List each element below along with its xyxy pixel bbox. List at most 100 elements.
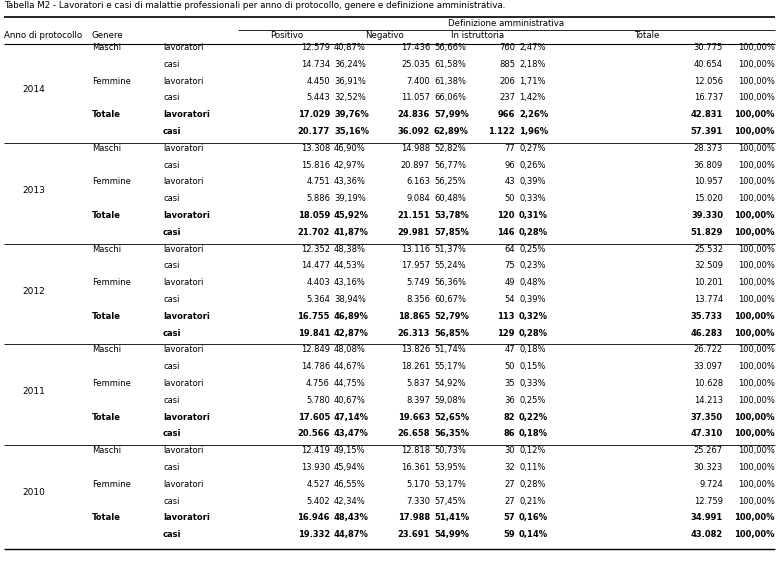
- Text: 2013: 2013: [22, 186, 45, 195]
- Text: 66,06%: 66,06%: [434, 93, 466, 103]
- Text: 0,48%: 0,48%: [519, 278, 545, 287]
- Text: 36: 36: [505, 396, 515, 405]
- Text: 40,87%: 40,87%: [334, 43, 366, 52]
- Text: 13.308: 13.308: [301, 144, 330, 153]
- Text: Genere: Genere: [92, 31, 123, 40]
- Text: 4.527: 4.527: [306, 480, 330, 489]
- Text: 42,34%: 42,34%: [334, 496, 366, 506]
- Text: 12.818: 12.818: [401, 446, 430, 455]
- Text: 53,78%: 53,78%: [434, 211, 469, 220]
- Text: 40,67%: 40,67%: [334, 396, 366, 405]
- Text: 53,17%: 53,17%: [434, 480, 466, 489]
- Text: 18.261: 18.261: [401, 362, 430, 371]
- Text: 24.836: 24.836: [398, 110, 430, 119]
- Text: 15.020: 15.020: [694, 194, 723, 203]
- Text: 45,92%: 45,92%: [334, 211, 369, 220]
- Text: lavoratori: lavoratori: [163, 413, 210, 421]
- Text: 100,00%: 100,00%: [738, 93, 775, 103]
- Text: 4.450: 4.450: [306, 77, 330, 86]
- Text: 100,00%: 100,00%: [738, 463, 775, 472]
- Text: 100,00%: 100,00%: [738, 60, 775, 69]
- Text: 44,53%: 44,53%: [334, 261, 366, 270]
- Text: 33.097: 33.097: [694, 362, 723, 371]
- Text: 206: 206: [499, 77, 515, 86]
- Text: 46,55%: 46,55%: [334, 480, 366, 489]
- Text: Totale: Totale: [92, 312, 121, 321]
- Text: 57,45%: 57,45%: [434, 496, 465, 506]
- Text: 56,35%: 56,35%: [434, 430, 469, 438]
- Text: 100,00%: 100,00%: [734, 312, 775, 321]
- Text: 57,85%: 57,85%: [434, 228, 469, 237]
- Text: 0,11%: 0,11%: [519, 463, 545, 472]
- Text: 0,32%: 0,32%: [519, 312, 548, 321]
- Text: 61,38%: 61,38%: [434, 77, 466, 86]
- Text: 0,18%: 0,18%: [519, 345, 545, 355]
- Text: lavoratori: lavoratori: [163, 379, 204, 388]
- Text: 100,00%: 100,00%: [738, 446, 775, 455]
- Text: 56,85%: 56,85%: [434, 329, 469, 338]
- Text: 60,67%: 60,67%: [434, 295, 466, 304]
- Text: 23.691: 23.691: [398, 530, 430, 539]
- Text: 760: 760: [499, 43, 515, 52]
- Text: 32,52%: 32,52%: [334, 93, 366, 103]
- Text: 96: 96: [505, 161, 515, 169]
- Text: 20.177: 20.177: [298, 127, 330, 136]
- Text: 100,00%: 100,00%: [738, 77, 775, 86]
- Text: 14.786: 14.786: [301, 362, 330, 371]
- Text: 19.663: 19.663: [398, 413, 430, 421]
- Text: lavoratori: lavoratori: [163, 345, 204, 355]
- Text: 17.605: 17.605: [298, 413, 330, 421]
- Text: 42.831: 42.831: [690, 110, 723, 119]
- Text: casi: casi: [163, 161, 180, 169]
- Text: 100,00%: 100,00%: [734, 211, 775, 220]
- Text: 100,00%: 100,00%: [738, 178, 775, 186]
- Text: 39,76%: 39,76%: [334, 110, 369, 119]
- Text: 53,95%: 53,95%: [434, 463, 465, 472]
- Text: 146: 146: [497, 228, 515, 237]
- Text: 0,25%: 0,25%: [519, 396, 545, 405]
- Text: 59: 59: [504, 530, 515, 539]
- Text: 39.330: 39.330: [691, 211, 723, 220]
- Text: 59,08%: 59,08%: [434, 396, 465, 405]
- Text: Maschi: Maschi: [92, 345, 121, 355]
- Text: casi: casi: [163, 127, 181, 136]
- Text: 46.283: 46.283: [690, 329, 723, 338]
- Text: 44,75%: 44,75%: [334, 379, 366, 388]
- Text: Totale: Totale: [92, 110, 121, 119]
- Text: 0,28%: 0,28%: [519, 228, 548, 237]
- Text: 5.170: 5.170: [406, 480, 430, 489]
- Text: 51,74%: 51,74%: [434, 345, 465, 355]
- Text: 50: 50: [505, 362, 515, 371]
- Text: 0,16%: 0,16%: [519, 513, 548, 522]
- Text: 47: 47: [505, 345, 515, 355]
- Text: 47.310: 47.310: [690, 430, 723, 438]
- Text: 120: 120: [497, 211, 515, 220]
- Text: 0,25%: 0,25%: [519, 244, 545, 254]
- Text: lavoratori: lavoratori: [163, 513, 210, 522]
- Text: 25.035: 25.035: [401, 60, 430, 69]
- Text: 100,00%: 100,00%: [738, 261, 775, 270]
- Text: 40.654: 40.654: [694, 60, 723, 69]
- Text: 30: 30: [505, 446, 515, 455]
- Text: 57,99%: 57,99%: [434, 110, 469, 119]
- Text: 1,42%: 1,42%: [519, 93, 545, 103]
- Text: 16.946: 16.946: [298, 513, 330, 522]
- Text: Positivo: Positivo: [270, 31, 303, 40]
- Text: 14.734: 14.734: [301, 60, 330, 69]
- Text: 0,22%: 0,22%: [519, 413, 548, 421]
- Text: 12.419: 12.419: [301, 446, 330, 455]
- Text: Maschi: Maschi: [92, 43, 121, 52]
- Text: 0,28%: 0,28%: [519, 329, 548, 338]
- Text: 100,00%: 100,00%: [738, 345, 775, 355]
- Text: 100,00%: 100,00%: [738, 396, 775, 405]
- Text: 30.323: 30.323: [694, 463, 723, 472]
- Text: 9.084: 9.084: [406, 194, 430, 203]
- Text: 26.658: 26.658: [398, 430, 430, 438]
- Text: 2011: 2011: [22, 387, 45, 396]
- Text: 27: 27: [505, 496, 515, 506]
- Text: casi: casi: [163, 93, 180, 103]
- Text: 44,87%: 44,87%: [334, 530, 369, 539]
- Text: lavoratori: lavoratori: [163, 144, 204, 153]
- Text: 37.350: 37.350: [691, 413, 723, 421]
- Text: 42,97%: 42,97%: [334, 161, 366, 169]
